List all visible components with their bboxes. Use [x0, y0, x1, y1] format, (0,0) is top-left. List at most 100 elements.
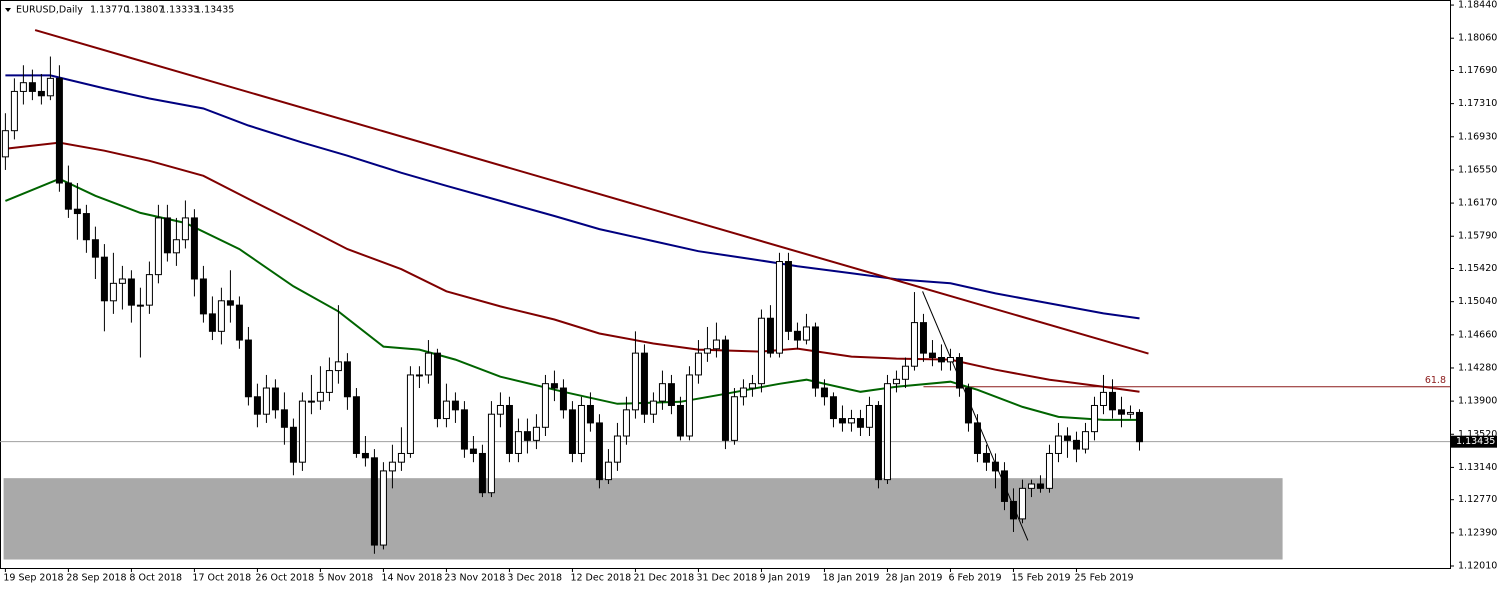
candle-body	[793, 330, 801, 341]
candle-body	[523, 431, 531, 441]
candle-body	[73, 208, 81, 215]
current-price-label: 1.13435	[1456, 436, 1495, 447]
candle-body	[1063, 435, 1071, 441]
candle-body	[388, 461, 396, 472]
candle-body	[1036, 483, 1044, 489]
y-tick-label: 1.15420	[1458, 263, 1497, 274]
candle-body	[1000, 470, 1008, 502]
candle-body	[649, 400, 657, 415]
x-tick-label: 31 Dec 2018	[696, 573, 757, 584]
candle-body	[244, 339, 252, 398]
candle-body	[1126, 411, 1134, 415]
candle-body	[667, 383, 675, 406]
x-tick-label: 19 Sep 2018	[3, 573, 63, 584]
candle-body	[838, 418, 846, 424]
candle-body	[1099, 391, 1107, 406]
candle-body	[946, 356, 954, 363]
candle-body	[190, 217, 198, 280]
candle-body	[613, 435, 621, 463]
x-tick-label: 28 Sep 2018	[66, 573, 126, 584]
candle-body	[676, 404, 684, 437]
candle-body	[595, 422, 603, 481]
x-tick-label: 6 Feb 2019	[948, 573, 1001, 584]
candle-body	[91, 239, 99, 258]
candle-body	[280, 409, 288, 428]
x-tick-label: 5 Nov 2018	[318, 573, 373, 584]
candle-body	[640, 352, 648, 415]
candle-body	[631, 352, 639, 411]
candle-body	[253, 396, 261, 415]
y-tick-label: 1.17690	[1458, 65, 1497, 76]
candle-body	[1027, 483, 1035, 489]
x-tick-label: 28 Jan 2019	[885, 573, 942, 584]
support-zone	[3, 478, 1283, 560]
price-box	[1451, 435, 1497, 448]
candle-body	[829, 396, 837, 420]
y-tick-label: 1.17310	[1458, 98, 1497, 109]
y-tick-label: 1.14280	[1458, 362, 1497, 373]
candle-body	[361, 452, 369, 459]
candle-body	[919, 322, 927, 354]
axis-layer: 1.18440 1.18060 1.17690 1.17310 1.16930 1.165…	[3, 0, 1497, 584]
candle-body	[64, 182, 72, 210]
candle-body	[577, 404, 585, 454]
candle-body	[1009, 500, 1017, 520]
candle-body	[226, 300, 234, 306]
candle-body	[865, 404, 873, 428]
y-tick-label: 1.12770	[1458, 494, 1497, 505]
y-tick-label: 1.12390	[1458, 527, 1497, 538]
candle-body	[1, 130, 9, 158]
candle-body	[847, 418, 855, 424]
candle-body	[496, 404, 504, 415]
trendline	[922, 291, 1029, 541]
candle-body	[145, 274, 153, 306]
candle-body	[820, 387, 828, 398]
candle-body	[892, 378, 900, 385]
candle-body	[325, 370, 333, 393]
y-tick-label: 1.15040	[1458, 296, 1497, 307]
candle-body	[181, 217, 189, 241]
x-tick-label: 9 Jan 2019	[759, 573, 810, 584]
candle-body	[199, 278, 207, 315]
x-tick-label: 26 Oct 2018	[255, 573, 314, 584]
candle-body	[730, 396, 738, 441]
candle-body	[532, 426, 540, 441]
y-tick-label: 1.13900	[1458, 396, 1497, 407]
x-tick-label: 23 Nov 2018	[444, 573, 505, 584]
candle-body	[37, 90, 45, 97]
candle-body	[352, 396, 360, 454]
candle-body	[1090, 404, 1098, 433]
candle-body	[406, 374, 414, 454]
candle-body	[1072, 439, 1080, 450]
candle-body	[811, 326, 819, 389]
candle-body	[10, 90, 18, 132]
candle-layer	[1, 56, 1143, 554]
x-tick-label: 17 Oct 2018	[192, 573, 251, 584]
y-tick-label: 1.13140	[1458, 462, 1497, 473]
candle-body	[1045, 452, 1053, 489]
candle-body	[1054, 435, 1062, 454]
candle-body	[469, 448, 477, 454]
y-tick-label: 1.16170	[1458, 198, 1497, 209]
candle-body	[775, 261, 783, 354]
candle-body	[757, 317, 765, 385]
y-tick-label: 1.18060	[1458, 33, 1497, 44]
fib-label: 61.8	[1425, 375, 1446, 386]
candle-body	[703, 348, 711, 354]
candle-body	[379, 470, 387, 546]
candle-body	[973, 422, 981, 454]
y-tick-label: 1.15790	[1458, 231, 1497, 242]
x-tick-label: 15 Feb 2019	[1011, 573, 1070, 584]
candle-body	[937, 356, 945, 363]
x-tick-label: 21 Dec 2018	[633, 573, 694, 584]
menu-triangle	[5, 8, 11, 12]
trendline	[34, 29, 1149, 355]
candle-body	[883, 383, 891, 481]
candle-body	[55, 77, 63, 184]
x-tick-label: 3 Dec 2018	[507, 573, 562, 584]
candle-body	[784, 261, 792, 332]
candle-body	[19, 82, 27, 92]
candle-body	[766, 317, 774, 354]
